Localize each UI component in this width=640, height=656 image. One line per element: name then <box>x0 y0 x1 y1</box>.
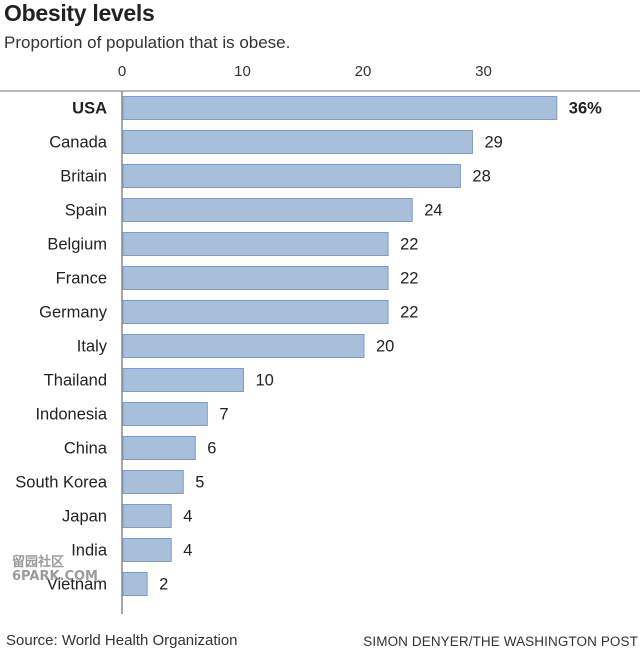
category-label: Belgium <box>47 236 107 254</box>
bar-japan <box>122 504 172 528</box>
bar-canada <box>122 130 473 154</box>
value-label: 2 <box>159 576 168 594</box>
value-label: 6 <box>207 440 216 458</box>
value-label: 7 <box>219 406 228 424</box>
bar-south-korea <box>122 470 184 494</box>
value-label: 5 <box>195 474 204 492</box>
value-label: 28 <box>472 168 490 186</box>
category-label: Vietnam <box>47 576 107 594</box>
x-tick-label: 20 <box>355 63 372 80</box>
category-label: Spain <box>65 202 107 220</box>
bar-spain <box>122 198 413 222</box>
x-tick-label: 0 <box>118 63 126 80</box>
source-note: Source: World Health Organization <box>6 632 238 649</box>
x-tick-label: 30 <box>475 63 492 80</box>
category-label: Thailand <box>44 372 107 390</box>
category-label: China <box>64 440 108 458</box>
bar-belgium <box>122 232 389 256</box>
value-label: 22 <box>400 304 418 322</box>
bar-france <box>122 266 389 290</box>
category-label: Japan <box>62 508 107 526</box>
category-label: Germany <box>39 304 108 322</box>
bar-thailand <box>122 368 244 392</box>
value-label: 4 <box>183 542 192 560</box>
bar-china <box>122 436 196 460</box>
watermark: 留园社区 6PARK.COM <box>12 555 98 584</box>
bar-india <box>122 538 172 562</box>
bar-indonesia <box>122 402 208 426</box>
category-label: India <box>71 542 108 560</box>
value-label: 4 <box>183 508 192 526</box>
value-label: 24 <box>424 202 442 220</box>
bar-italy <box>122 334 365 358</box>
bar-britain <box>122 164 461 188</box>
value-label: 22 <box>400 236 418 254</box>
bar-germany <box>122 300 389 324</box>
value-label: 10 <box>256 372 274 390</box>
x-tick-label: 10 <box>234 63 251 80</box>
chart-title: Obesity levels <box>4 0 155 26</box>
category-label: Italy <box>77 338 108 356</box>
category-label: USA <box>72 100 107 118</box>
category-label: Indonesia <box>35 406 107 424</box>
chart-subtitle: Proportion of population that is obese. <box>4 33 291 52</box>
credit-note: SIMON DENYER/THE WASHINGTON POST <box>363 634 638 649</box>
category-label: France <box>56 270 107 288</box>
category-label: South Korea <box>15 474 108 492</box>
value-label: 22 <box>400 270 418 288</box>
bar-usa <box>122 96 558 120</box>
category-label: Britain <box>60 168 107 186</box>
value-label: 20 <box>376 338 394 356</box>
value-label: 29 <box>484 134 502 152</box>
category-label: Canada <box>49 134 108 152</box>
value-label: 36% <box>569 100 602 118</box>
bar-vietnam <box>122 572 148 596</box>
